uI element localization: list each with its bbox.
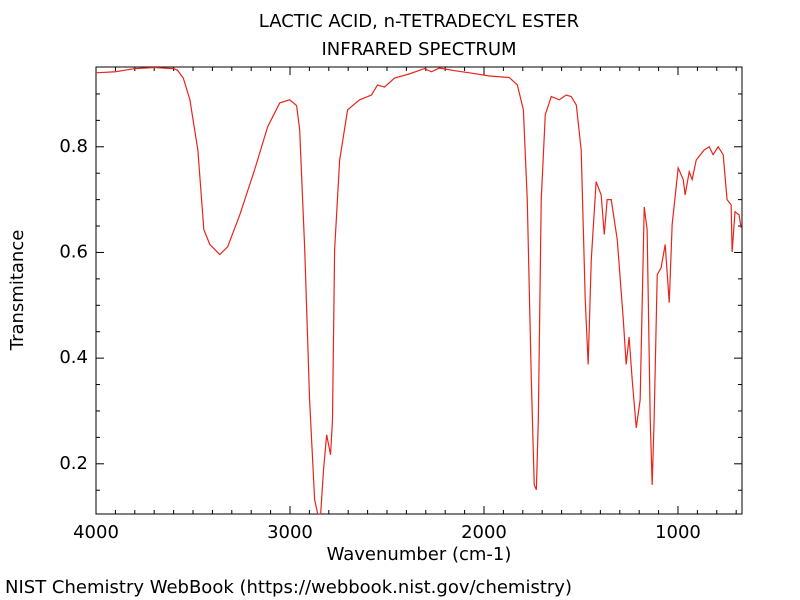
y-tick-label: 0.8 (59, 136, 88, 157)
y-tick-label: 0.4 (59, 347, 88, 368)
x-tick-label: 1000 (655, 522, 701, 543)
x-tick-label: 3000 (267, 522, 313, 543)
y-axis-label: Transmitance (7, 230, 28, 352)
y-tick-label: 0.6 (59, 241, 88, 262)
plot-frame (95, 66, 743, 515)
footer: NIST Chemistry WebBook (https://webbook.… (5, 577, 572, 598)
chart-subtitle: INFRARED SPECTRUM (321, 39, 516, 60)
spectrum-line (96, 67, 742, 514)
x-tick-label: 4000 (73, 522, 119, 543)
x-tick-label: 2000 (461, 522, 507, 543)
y-tick-label: 0.2 (59, 453, 88, 474)
x-axis-label: Wavenumber (cm-1) (327, 544, 512, 565)
chart-title: LACTIC ACID, n-TETRADECYL ESTER (259, 11, 579, 32)
